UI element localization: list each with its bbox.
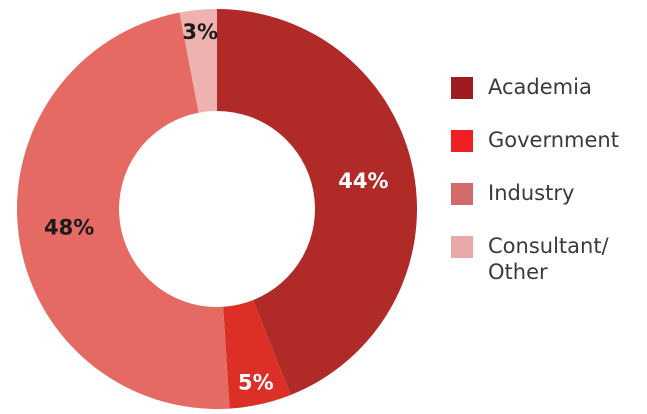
data-label-academia: 44% [338, 169, 388, 193]
legend-swatch [451, 77, 473, 99]
legend-item: Consultant/Other [451, 233, 638, 285]
legend-swatch [451, 236, 473, 258]
data-label-government: 5% [238, 371, 274, 395]
legend-swatch [451, 183, 473, 205]
legend-swatch [451, 130, 473, 152]
slice-academia [217, 9, 418, 395]
legend-item: Industry [451, 180, 638, 206]
legend-label: Academia [488, 75, 592, 99]
legend-label: Government [488, 128, 619, 152]
data-label-industry: 48% [44, 216, 94, 240]
slice-government [223, 300, 291, 409]
legend-item: Academia [451, 74, 638, 100]
legend-item: Government [451, 127, 638, 153]
donut-chart: 44% 5% 48% 3% [17, 9, 418, 409]
slice-industry [17, 12, 230, 409]
data-label-consultant-other: 3% [182, 20, 218, 44]
slice-consultant-other [179, 9, 217, 113]
legend-label: Industry [488, 181, 575, 205]
legend-label: Consultant/Other [488, 234, 609, 284]
